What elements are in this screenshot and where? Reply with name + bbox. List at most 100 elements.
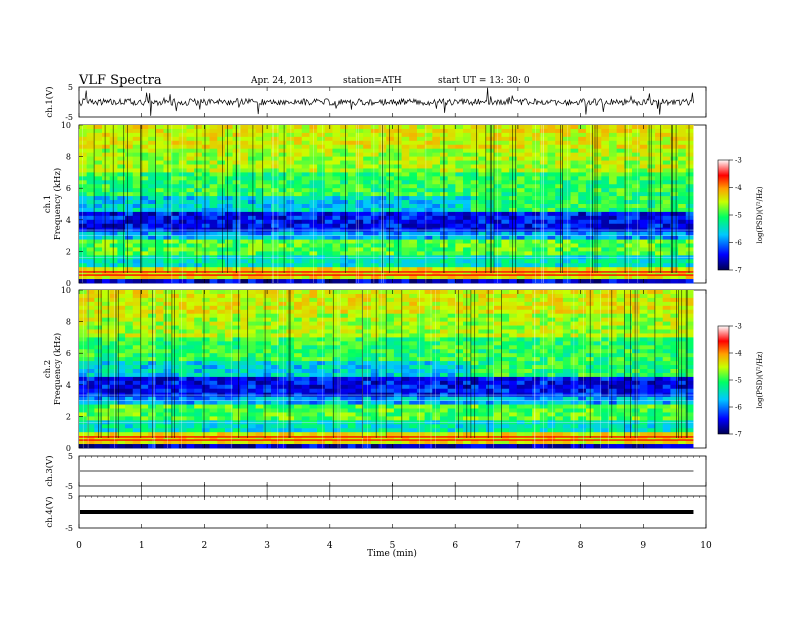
spectrogram-cell (217, 302, 225, 306)
spectrogram-cell (179, 141, 187, 145)
spectrogram-cell (110, 322, 118, 326)
spectrogram-cell (578, 125, 586, 129)
spectrogram-cell (578, 251, 586, 255)
spectrogram-cell (79, 188, 87, 192)
spectrogram-cell (356, 212, 364, 216)
spectrogram-cell (371, 180, 379, 184)
spectrogram-cell (217, 192, 225, 196)
spectrogram-cell (294, 244, 302, 248)
spectrogram-cell (678, 184, 686, 188)
spectrogram-cell (217, 145, 225, 149)
spectrogram-cell (409, 157, 417, 161)
spectrogram-cell (309, 349, 317, 353)
spectrogram-cell (409, 161, 417, 165)
spectrogram-cell (386, 216, 394, 220)
spectrogram-cell (294, 409, 302, 413)
spectrogram-cell (363, 133, 371, 137)
spectrogram-cell (309, 381, 317, 385)
spectrogram-cell (187, 314, 195, 318)
spectrogram-cell (171, 279, 179, 283)
spectrogram-cell (110, 432, 118, 436)
spectrogram-cell (571, 137, 579, 141)
spectrogram-cell (371, 153, 379, 157)
spectrogram-cell (348, 149, 356, 153)
spectrogram-cell (202, 298, 210, 302)
spectrogram-cell (640, 141, 648, 145)
spectrogram-cell (117, 176, 125, 180)
spectrogram-cell (332, 224, 340, 228)
spectrogram-cell (87, 188, 95, 192)
spectrogram-cell (601, 145, 609, 149)
spectrogram-cell (202, 220, 210, 224)
spectrogram-cell (379, 345, 387, 349)
spectrogram-cell (225, 247, 233, 251)
spectrogram-cell (79, 236, 87, 240)
spectrogram-cell (455, 247, 463, 251)
spectrogram-cell (133, 318, 141, 322)
spectrogram-cell (256, 330, 264, 334)
spectrogram-cell (279, 204, 287, 208)
spectrogram-cell (102, 432, 110, 436)
spectrogram-cell (248, 361, 256, 365)
spectrogram-cell (478, 161, 486, 165)
spectrogram-cell (325, 244, 333, 248)
spectrogram-cell (102, 125, 110, 129)
spectrogram-cell (325, 240, 333, 244)
spectrogram-cell (348, 137, 356, 141)
spectrogram-cell (225, 290, 233, 294)
spectrogram-cell (409, 204, 417, 208)
spectrogram-cell (663, 161, 671, 165)
spectrogram-cell (210, 259, 218, 263)
spectrogram-cell (348, 259, 356, 263)
spectrogram-cell (548, 172, 556, 176)
spectrogram-cell (471, 168, 479, 172)
spectrogram-cell (463, 149, 471, 153)
spectrogram-cell (478, 153, 486, 157)
spectrogram-cell (332, 192, 340, 196)
spectrogram-cell (156, 424, 164, 428)
spectrogram-cell (463, 180, 471, 184)
spectrogram-cell (586, 212, 594, 216)
spectrogram-cell (194, 341, 202, 345)
spectrogram-cell (248, 141, 256, 145)
spectrogram-cell (609, 244, 617, 248)
spectrogram-cell (217, 125, 225, 129)
spectrogram-cell (133, 416, 141, 420)
spectrogram-cell (555, 137, 563, 141)
spectrogram-cell (225, 145, 233, 149)
spectrogram-cell (271, 310, 279, 314)
spectrogram-cell (302, 290, 310, 294)
spectrogram-cell (210, 290, 218, 294)
spectrogram-cell (494, 212, 502, 216)
spectrogram-cell (87, 244, 95, 248)
spectrogram-cell (302, 263, 310, 267)
spectrogram-cell (686, 184, 694, 188)
spectrogram-cell (294, 349, 302, 353)
spectrogram-cell (371, 401, 379, 405)
spectrogram-cell (325, 247, 333, 251)
spectrogram-cell (256, 290, 264, 294)
spectrogram-cell (356, 263, 364, 267)
spectrogram-cell (279, 279, 287, 283)
spectrogram-cell (210, 385, 218, 389)
spectrogram-cell (148, 208, 156, 212)
spectrogram-cell (494, 157, 502, 161)
spectrogram-cell (302, 247, 310, 251)
spectrogram-cell (340, 176, 348, 180)
spectrogram-cell (256, 318, 264, 322)
spectrogram-cell (125, 176, 133, 180)
spectrogram-cell (87, 196, 95, 200)
spectrogram-cell (125, 153, 133, 157)
spectrogram-cell (94, 236, 102, 240)
spectrogram-cell (325, 212, 333, 216)
spectrogram-cell (194, 251, 202, 255)
spectrogram-cell (332, 259, 340, 263)
spectrogram-cell (125, 259, 133, 263)
spectrogram-cell (624, 153, 632, 157)
spectrogram-cell (225, 236, 233, 240)
spectrogram-cell (179, 196, 187, 200)
spectrogram-cell (210, 333, 218, 337)
spectrogram-cell (655, 161, 663, 165)
spectrogram-cell (210, 251, 218, 255)
spectrogram-cell (271, 424, 279, 428)
